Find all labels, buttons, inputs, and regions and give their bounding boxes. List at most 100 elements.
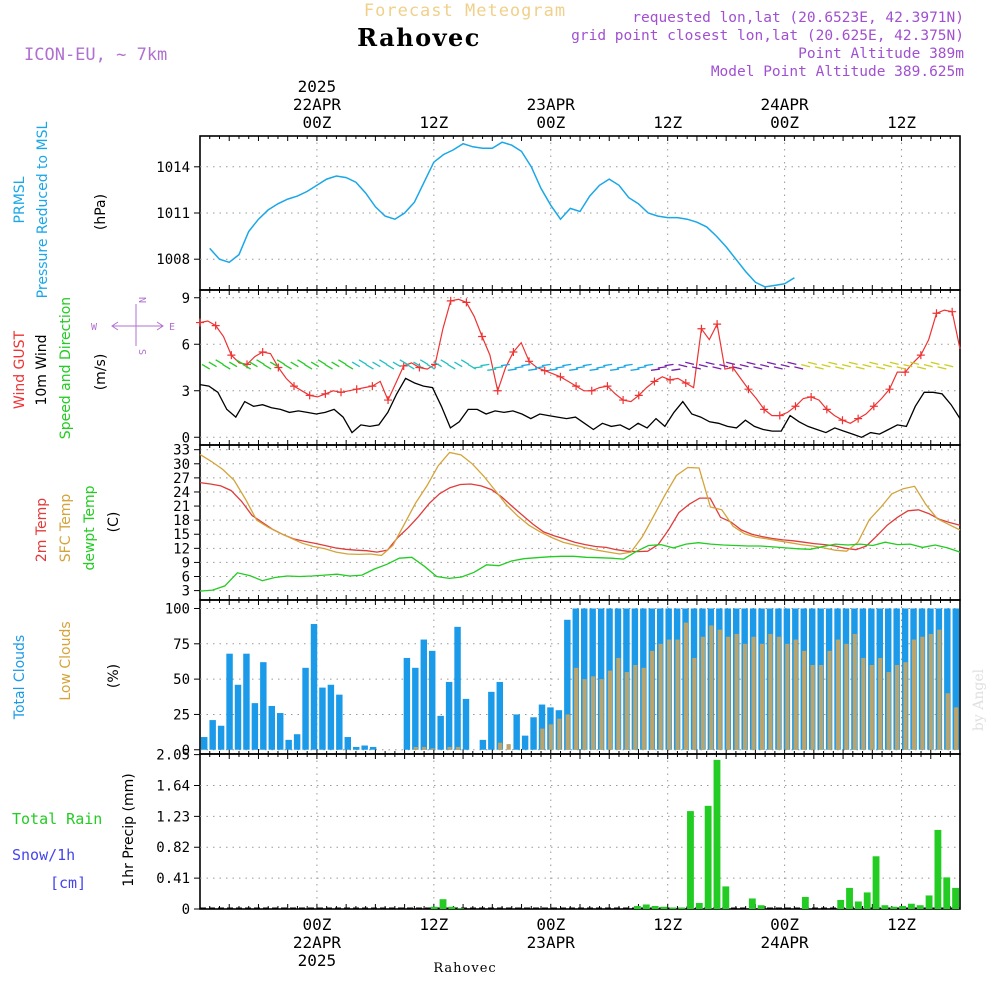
clouds-label-total: Total Clouds	[12, 635, 28, 720]
wind-direction-arrow	[514, 366, 524, 369]
gust-marker	[916, 351, 925, 360]
bottom-time-label: 12Z	[887, 915, 916, 934]
wind-direction-arrow	[698, 363, 708, 368]
wind-direction-arrow	[406, 363, 415, 370]
wind-direction-arrow	[787, 361, 797, 366]
top-time-label: 23APR	[527, 95, 576, 114]
wind-direction-arrow	[766, 361, 777, 366]
wind-direction-arrow	[671, 368, 681, 371]
wind-direction-arrow	[835, 366, 845, 370]
wind-direction-arrow	[807, 361, 817, 366]
requested-coords: requested lon,lat (20.6523E, 42.3971N)	[632, 10, 964, 26]
gust-marker	[321, 389, 330, 398]
wind-direction-arrow	[528, 368, 538, 371]
total-cloud-bar	[293, 734, 301, 750]
low-cloud-bar	[928, 633, 933, 750]
wind-direction-arrow	[712, 366, 722, 370]
clouds-tick-label: 100	[165, 601, 190, 617]
gust-marker	[697, 324, 706, 333]
wind-direction-arrow	[944, 363, 954, 368]
gust-marker	[399, 361, 408, 370]
wind-direction-arrow	[780, 363, 790, 368]
top-time-label: 12Z	[419, 113, 448, 132]
wind-direction-arrow	[596, 366, 606, 369]
low-cloud-bar	[447, 746, 452, 750]
gust-marker	[603, 382, 612, 391]
clouds-tick-label: 75	[173, 637, 190, 653]
wind-direction-arrow	[794, 366, 804, 370]
low-cloud-bar	[776, 636, 781, 750]
wind-direction-arrow	[937, 366, 947, 370]
low-cloud-bar	[616, 657, 621, 750]
wind-direction-arrow	[419, 359, 429, 365]
wind-direction-arrow	[290, 361, 299, 368]
wind-direction-arrow	[351, 361, 361, 368]
point-altitude: Point Altitude 389m	[798, 46, 964, 62]
precip-bar	[881, 905, 889, 909]
wind-direction-arrow	[678, 363, 688, 368]
wind-direction-arrow	[569, 368, 579, 371]
gust-marker	[384, 396, 393, 405]
wind-direction-arrow	[440, 359, 449, 365]
wind-direction-arrow	[719, 363, 729, 368]
wind-direction-arrow	[739, 363, 749, 368]
total-cloud-bar	[944, 608, 951, 750]
precip-bar	[660, 906, 668, 909]
temp-label-dewpt: dewpt Temp	[82, 485, 98, 570]
wind-direction-arrow	[753, 366, 763, 370]
total-cloud-bar	[353, 746, 360, 750]
precip-bar	[934, 829, 942, 909]
precip-bar	[713, 759, 721, 909]
low-cloud-bar	[878, 657, 883, 750]
total-cloud-bar	[243, 653, 250, 750]
wind-direction-arrow	[487, 368, 497, 371]
pressure-line	[209, 141, 795, 288]
gust-marker	[650, 377, 659, 386]
wind-direction-arrow	[276, 359, 286, 365]
wind-direction-arrow	[582, 363, 592, 367]
low-cloud-bar	[827, 650, 832, 750]
gust-marker	[368, 382, 377, 391]
gust-marker	[760, 405, 769, 414]
precip-label-rain: Total Rain	[12, 810, 102, 828]
wind-direction-arrow	[324, 363, 333, 370]
wind-direction-arrow	[534, 366, 545, 369]
wind-direction-arrow	[297, 359, 306, 365]
wind-direction-arrow	[480, 363, 490, 367]
gust-marker	[822, 405, 831, 414]
temp-tick-label: 30	[173, 457, 190, 473]
precip-label-snow: Snow/1h	[12, 846, 75, 864]
precip-bar	[448, 906, 456, 909]
low-cloud-bar	[709, 625, 714, 750]
wind-direction-arrow	[548, 368, 558, 371]
wind-direction-arrow	[201, 363, 211, 370]
low-cloud-bar	[641, 667, 646, 750]
precip-bar	[872, 856, 880, 909]
low-cloud-bar	[683, 622, 689, 750]
top-time-label: 2025	[298, 77, 337, 96]
low-cloud-bar	[810, 664, 815, 750]
low-cloud-bar	[633, 664, 638, 750]
wind-tick-label: 6	[182, 337, 190, 353]
wind-direction-arrow	[623, 363, 633, 367]
gust-marker	[869, 402, 878, 411]
temp-tick-label: 33	[173, 443, 190, 459]
wind-direction-arrow	[691, 366, 701, 370]
gust-marker	[932, 309, 941, 318]
wind-direction-arrow	[269, 361, 279, 368]
low-cloud-bar	[742, 643, 748, 750]
bottom-time-label: 00Z	[536, 915, 565, 934]
wind-direction-arrow	[910, 361, 920, 366]
clouds-tick-label: 25	[173, 707, 190, 723]
model-altitude: Model Point Altitude 389.625m	[711, 64, 964, 80]
precip-units: 1hr Precip (mm)	[121, 773, 137, 886]
low-cloud-bar	[903, 662, 908, 750]
wind-direction-arrow	[310, 361, 320, 368]
clouds-tick-label: 0	[182, 743, 190, 759]
clouds-label-low: Low Clouds	[58, 621, 74, 700]
low-cloud-bar	[835, 639, 841, 750]
low-cloud-bar	[861, 657, 866, 750]
low-cloud-bar	[894, 664, 900, 750]
precip-tick-label: 1.23	[156, 809, 190, 825]
gust-marker	[478, 332, 487, 341]
